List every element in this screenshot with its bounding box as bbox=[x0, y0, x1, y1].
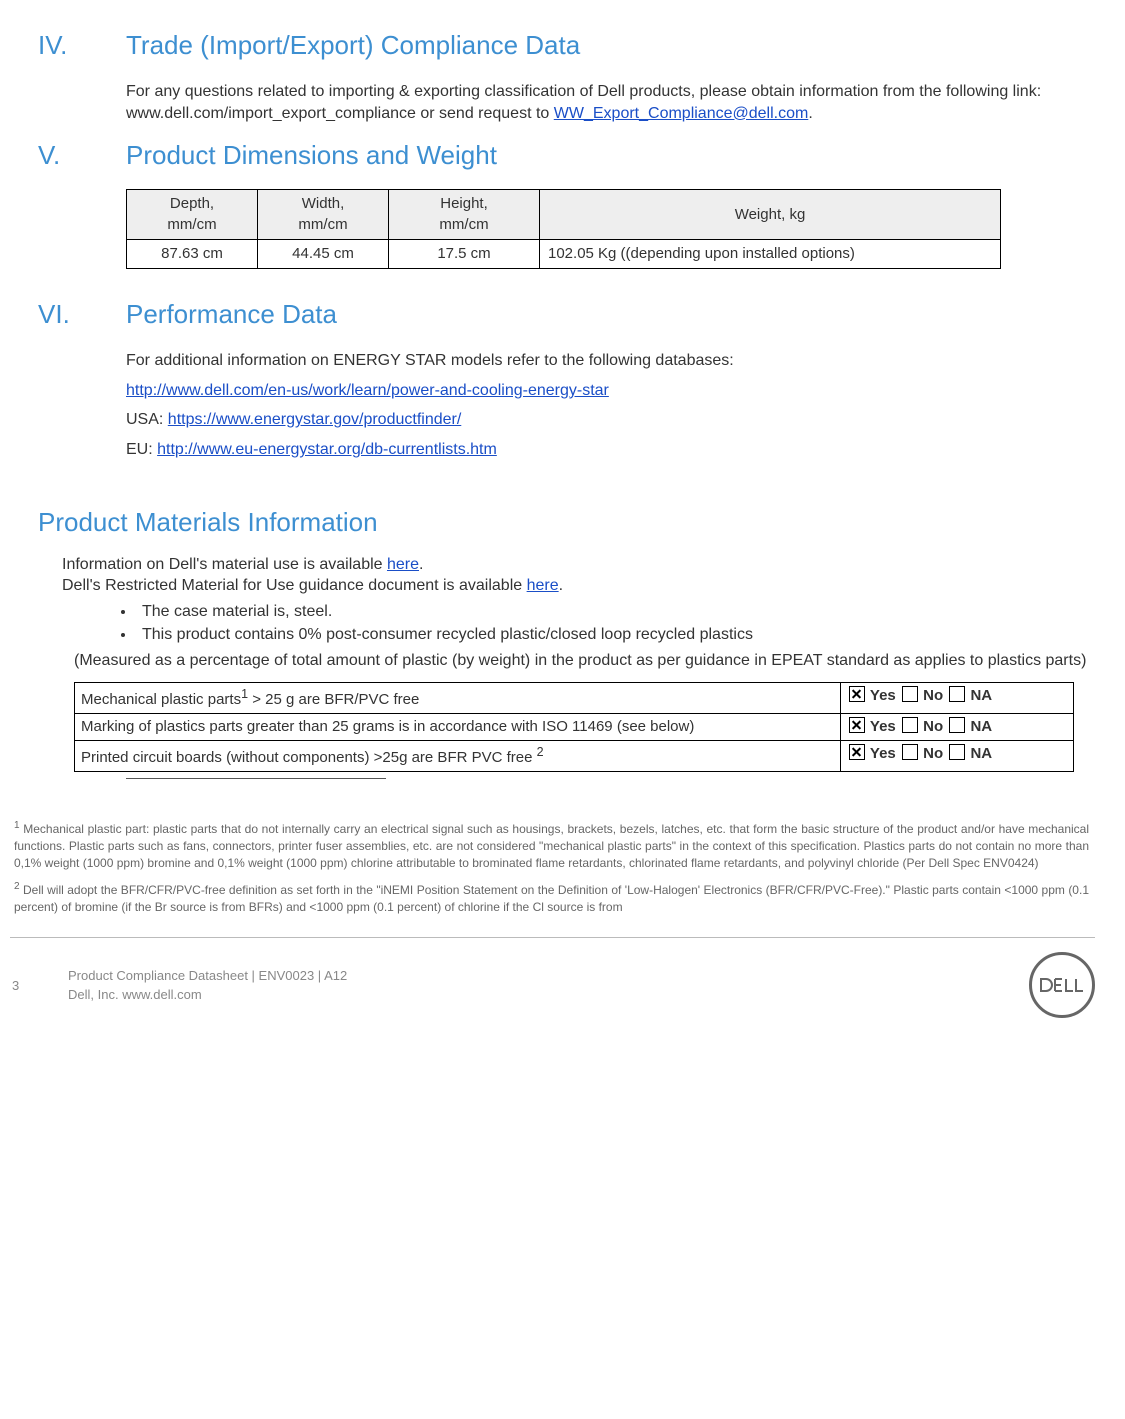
vi-link-eu[interactable]: http://www.eu-energystar.org/db-currentl… bbox=[157, 441, 497, 458]
dim-height: 17.5 cm bbox=[389, 239, 540, 268]
table-row-text: Printed circuit boards (without componen… bbox=[75, 741, 841, 772]
page-footer: 3 Product Compliance Datasheet | ENV0023… bbox=[10, 952, 1095, 1018]
vi-eu-label: EU: bbox=[126, 441, 157, 458]
dim-width: 44.45 cm bbox=[258, 239, 389, 268]
materials-title: Product Materials Information bbox=[38, 505, 1095, 540]
dim-h-width: Width,mm/cm bbox=[258, 190, 389, 240]
checkbox-icon bbox=[949, 744, 965, 760]
section-number-iv: IV. bbox=[10, 28, 126, 63]
footer-company: Dell, Inc. bbox=[68, 987, 122, 1002]
section-number-v: V. bbox=[10, 138, 126, 173]
dim-weight: 102.05 Kg ((depending upon installed opt… bbox=[540, 239, 1001, 268]
vi-usa-label: USA: bbox=[126, 411, 168, 428]
section-number-vi: VI. bbox=[10, 297, 126, 332]
table-row-text: Marking of plastics parts greater than 2… bbox=[75, 713, 841, 740]
compliance-table: Mechanical plastic parts1 > 25 g are BFR… bbox=[74, 682, 1074, 773]
checkbox-icon bbox=[849, 717, 865, 733]
checkbox-icon bbox=[902, 717, 918, 733]
footnote-rule bbox=[126, 778, 386, 779]
checkbox-icon bbox=[849, 744, 865, 760]
checkbox-icon bbox=[949, 717, 965, 733]
footnote-1-text: Mechanical plastic part: plastic parts t… bbox=[14, 822, 1089, 870]
checkbox-icon bbox=[849, 686, 865, 702]
section-title-v: Product Dimensions and Weight bbox=[126, 138, 497, 173]
page-number: 3 bbox=[10, 977, 68, 995]
dim-depth: 87.63 cm bbox=[127, 239, 258, 268]
checkbox-icon bbox=[902, 744, 918, 760]
section-title-iv: Trade (Import/Export) Compliance Data bbox=[126, 28, 580, 63]
mat-line2-post: . bbox=[559, 577, 563, 594]
table-row-options: Yes No NA bbox=[841, 741, 1074, 772]
vi-link-energystar[interactable]: https://www.energystar.gov/productfinder… bbox=[168, 411, 461, 428]
iv-body-post: . bbox=[808, 105, 812, 122]
dim-h-height: Height,mm/cm bbox=[389, 190, 540, 240]
mat-line1-post: . bbox=[419, 556, 423, 573]
table-row-options: Yes No NA bbox=[841, 682, 1074, 713]
vi-link-dell[interactable]: http://www.dell.com/en-us/work/learn/pow… bbox=[126, 382, 609, 399]
dell-logo-icon bbox=[1029, 952, 1095, 1018]
list-item: This product contains 0% post-consumer r… bbox=[136, 624, 1095, 646]
mat-line1-pre: Information on Dell's material use is av… bbox=[62, 556, 387, 573]
vi-intro: For additional information on ENERGY STA… bbox=[126, 350, 1085, 372]
dim-h-weight: Weight, kg bbox=[540, 190, 1001, 240]
iv-body: For any questions related to importing &… bbox=[126, 81, 1085, 124]
dimensions-table: Depth,mm/cm Width,mm/cm Height,mm/cm Wei… bbox=[126, 189, 1001, 269]
dim-h-depth: Depth,mm/cm bbox=[127, 190, 258, 240]
iv-email-link[interactable]: WW_Export_Compliance@dell.com bbox=[554, 105, 809, 122]
footer-line1: Product Compliance Datasheet | ENV0023 |… bbox=[68, 966, 1029, 986]
materials-bullets: The case material is, steel. This produc… bbox=[82, 601, 1095, 646]
mat-line2-link[interactable]: here bbox=[527, 577, 559, 594]
mat-line1-link[interactable]: here bbox=[387, 556, 419, 573]
checkbox-icon bbox=[949, 686, 965, 702]
footnotes: 1 Mechanical plastic part: plastic parts… bbox=[10, 819, 1095, 915]
checkbox-icon bbox=[902, 686, 918, 702]
footer-rule bbox=[10, 937, 1095, 938]
mat-line2-pre: Dell's Restricted Material for Use guida… bbox=[62, 577, 527, 594]
footnote-2-text: Dell will adopt the BFR/CFR/PVC-free def… bbox=[14, 883, 1089, 914]
materials-note: (Measured as a percentage of total amoun… bbox=[10, 650, 1095, 672]
list-item: The case material is, steel. bbox=[136, 601, 1095, 623]
footer-url: www.dell.com bbox=[122, 987, 201, 1002]
section-title-vi: Performance Data bbox=[126, 297, 337, 332]
table-row-text: Mechanical plastic parts1 > 25 g are BFR… bbox=[75, 682, 841, 713]
table-row-options: Yes No NA bbox=[841, 713, 1074, 740]
